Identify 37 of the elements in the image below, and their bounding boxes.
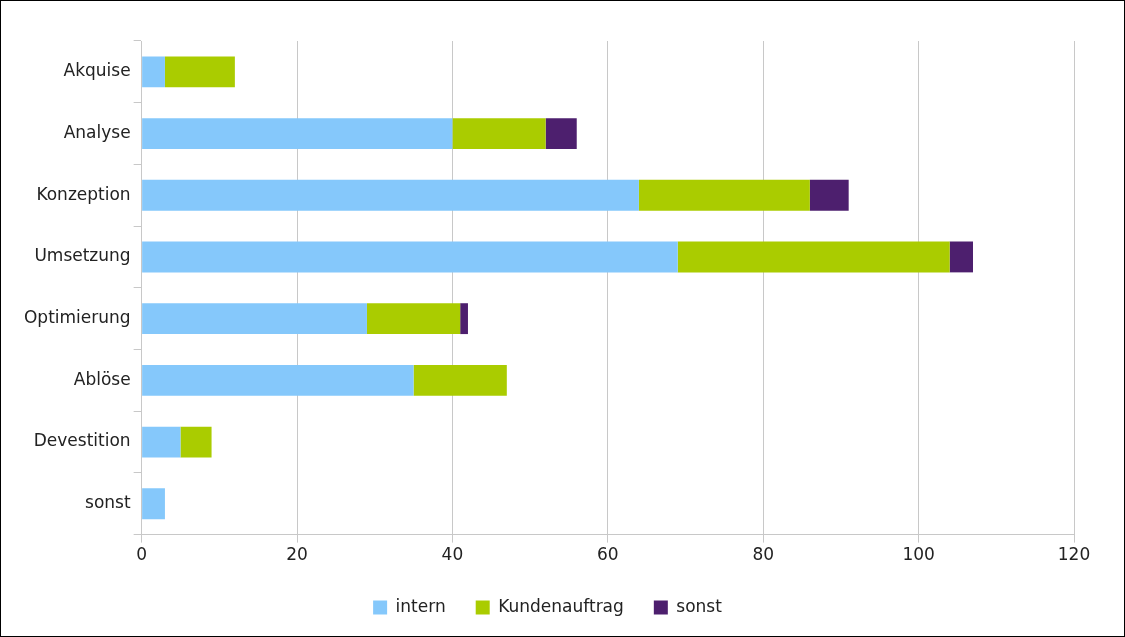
bar: [949, 241, 973, 273]
x-tick-label: 40: [441, 544, 464, 565]
y-tick-label: Akquise: [63, 60, 131, 81]
legend-label: intern: [395, 595, 446, 616]
legend-label: sonst: [676, 595, 723, 616]
x-tick-label: 60: [597, 544, 619, 565]
x-tick-label: 100: [902, 544, 935, 565]
y-tick-label: Analyse: [63, 121, 131, 142]
x-tick-label: 80: [752, 544, 775, 565]
bar: [142, 488, 165, 520]
bar: [142, 241, 678, 273]
bar: [142, 179, 639, 211]
legend-label: Kundenauftrag: [498, 595, 624, 616]
bar: [809, 179, 849, 211]
x-tick-label: 20: [286, 544, 308, 565]
x-tick-label: 120: [1057, 544, 1091, 565]
bar: [164, 56, 235, 88]
bar: [638, 179, 810, 211]
bar: [142, 56, 165, 88]
x-tick-label: 0: [136, 544, 148, 565]
bar: [142, 426, 181, 458]
bar: [460, 303, 468, 335]
bar: [545, 118, 577, 149]
y-tick-label: Konzeption: [36, 183, 131, 204]
y-tick-label: sonst: [85, 492, 131, 513]
bar: [142, 364, 414, 396]
bar: [413, 364, 507, 396]
bar: [142, 118, 453, 149]
bar: [452, 118, 546, 149]
bar: [180, 426, 212, 458]
bar: [142, 303, 367, 335]
bar: [366, 303, 461, 335]
y-tick-label: Optimierung: [23, 307, 131, 328]
y-tick-label: Devestition: [33, 430, 131, 451]
bar: [677, 241, 950, 273]
y-tick-label: Ablöse: [73, 368, 131, 389]
y-tick-label: Umsetzung: [34, 245, 131, 266]
